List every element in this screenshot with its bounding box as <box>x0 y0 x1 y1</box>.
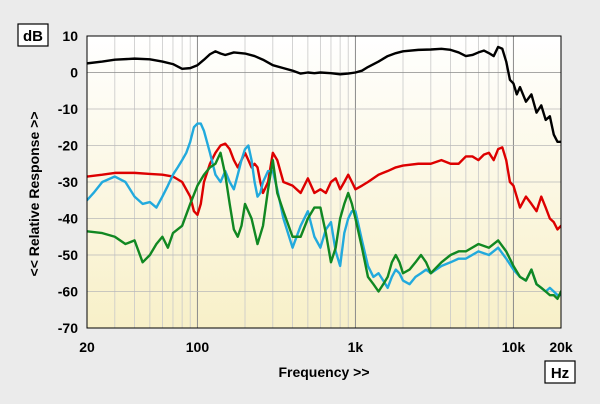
y-tick-label: 0 <box>70 65 78 81</box>
series-layer <box>87 45 561 300</box>
y-unit-label: dB <box>23 28 43 45</box>
grid-layer <box>86 35 562 329</box>
x-tick-label: 100 <box>186 339 210 355</box>
x-axis-title: Frequency >> <box>278 364 369 380</box>
series-line-4 <box>87 151 561 300</box>
plot-frame <box>86 35 562 329</box>
y-tick-label: -60 <box>58 284 78 300</box>
series-line-1 <box>87 45 561 144</box>
x-unit-box <box>544 360 576 384</box>
y-axis-title: << Relative Response >> <box>26 112 42 277</box>
series-line-3 <box>87 122 561 297</box>
x-unit-label: Hz <box>551 365 569 382</box>
y-tick-label: -50 <box>58 247 78 263</box>
x-tick-label: 20k <box>549 339 573 355</box>
y-tick-label: -10 <box>58 101 78 117</box>
y-tick-label: 10 <box>62 28 78 44</box>
x-tick-label: 10k <box>502 339 526 355</box>
y-tick-labels: 10 0 -10 -20 -30 -40 -50 -60 -70 <box>58 28 78 336</box>
y-tick-label: -30 <box>58 174 78 190</box>
x-tick-label: 20 <box>79 339 95 355</box>
y-unit-box <box>17 23 49 47</box>
y-tick-label: -70 <box>58 320 78 336</box>
y-tick-label: -40 <box>58 211 78 227</box>
x-tick-label: 1k <box>348 339 364 355</box>
y-tick-label: -20 <box>58 138 78 154</box>
x-tick-labels: 20 100 1k 10k 20k <box>79 339 573 355</box>
